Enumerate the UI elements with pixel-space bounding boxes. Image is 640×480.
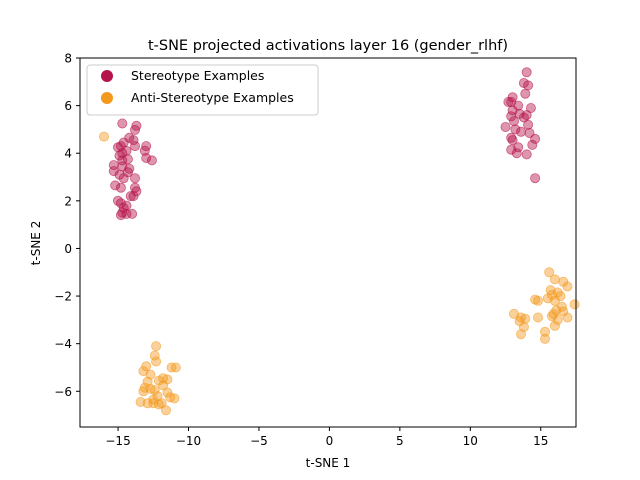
x-tick-label: 10: [463, 434, 478, 448]
data-point-stereotype: [108, 166, 119, 177]
data-point-anti-stereotype: [508, 308, 519, 319]
legend-label-stereotype: Stereotype Examples: [131, 68, 264, 83]
data-point-anti-stereotype: [516, 329, 527, 340]
data-point-anti-stereotype: [552, 314, 563, 325]
data-point-anti-stereotype: [99, 131, 110, 142]
data-point-stereotype: [523, 119, 534, 130]
x-tick-label: 0: [326, 434, 334, 448]
data-point-anti-stereotype: [138, 386, 149, 397]
data-point-stereotype: [511, 148, 522, 159]
y-tick-label: −4: [54, 337, 72, 351]
data-point-stereotype: [128, 191, 139, 202]
data-point-anti-stereotype: [149, 350, 160, 361]
data-point-stereotype: [125, 191, 136, 202]
data-point-stereotype: [114, 150, 125, 161]
data-point-anti-stereotype: [562, 312, 573, 323]
y-axis-title: t-SNE 2: [29, 221, 43, 266]
y-tick-label: 4: [64, 147, 72, 161]
data-point-anti-stereotype: [151, 341, 162, 352]
data-point-stereotype: [129, 141, 140, 152]
data-point-anti-stereotype: [549, 295, 560, 306]
data-point-stereotype: [520, 88, 531, 99]
legend-marker-anti-stereotype: [101, 92, 113, 104]
data-point-stereotype: [141, 152, 152, 163]
x-tick-label: −5: [250, 434, 268, 448]
data-point-stereotype: [122, 154, 133, 165]
data-point-stereotype: [118, 173, 129, 184]
data-point-anti-stereotype: [158, 380, 169, 391]
data-point-anti-stereotype: [520, 313, 531, 324]
data-point-stereotype: [128, 135, 139, 146]
data-point-anti-stereotype: [540, 326, 551, 337]
data-point-stereotype: [146, 155, 157, 166]
legend: Stereotype Examples Anti-Stereotype Exam…: [86, 64, 319, 116]
x-axis-title: t-SNE 1: [306, 456, 351, 470]
legend-box: [86, 64, 319, 116]
y-axis: −6 −4 −2 0 2 4 6 8: [54, 52, 80, 399]
chart-title: t-SNE projected activations layer 16 (ge…: [148, 38, 508, 54]
x-axis: −15 −10 −5 0 5 10 15: [105, 427, 548, 448]
data-point-anti-stereotype: [544, 267, 555, 278]
y-tick-label: 6: [64, 99, 72, 113]
data-point-anti-stereotype: [569, 299, 580, 310]
data-point-stereotype: [110, 180, 121, 191]
data-point-stereotype: [506, 144, 517, 155]
data-point-stereotype: [508, 116, 519, 127]
data-point-anti-stereotype: [540, 333, 551, 344]
x-tick-label: 5: [396, 434, 404, 448]
data-point-stereotype: [503, 97, 514, 108]
data-point-stereotype: [500, 122, 511, 133]
data-point-anti-stereotype: [151, 356, 162, 367]
plot-frame: [79, 57, 577, 428]
y-tick-label: 8: [64, 52, 72, 66]
points-layer: [99, 67, 580, 416]
y-tick-label: 2: [64, 194, 72, 208]
data-point-stereotype: [530, 133, 541, 144]
data-point-stereotype: [521, 149, 532, 160]
data-point-stereotype: [530, 173, 541, 184]
data-point-anti-stereotype: [549, 320, 560, 331]
legend-label-anti-stereotype: Anti-Stereotype Examples: [131, 90, 294, 105]
data-point-anti-stereotype: [533, 295, 544, 306]
data-point-stereotype: [527, 139, 538, 150]
data-point-stereotype: [506, 111, 517, 122]
data-point-anti-stereotype: [153, 399, 164, 410]
data-point-anti-stereotype: [162, 387, 173, 398]
y-tick-label: 0: [64, 242, 72, 256]
x-tick-label: −15: [105, 434, 130, 448]
data-point-stereotype: [129, 124, 140, 135]
data-point-stereotype: [516, 126, 527, 137]
data-point-anti-stereotype: [141, 361, 152, 372]
data-point-stereotype: [129, 173, 140, 184]
data-point-anti-stereotype: [562, 281, 573, 292]
data-point-stereotype: [523, 80, 534, 91]
data-point-anti-stereotype: [160, 405, 171, 416]
y-tick-label: −6: [54, 385, 72, 399]
data-point-anti-stereotype: [149, 385, 160, 396]
y-tick-label: −2: [54, 290, 72, 304]
data-point-anti-stereotype: [142, 398, 153, 409]
data-point-anti-stereotype: [170, 362, 181, 373]
data-point-stereotype: [117, 118, 128, 129]
data-point-stereotype: [115, 198, 126, 209]
data-point-anti-stereotype: [549, 274, 560, 285]
data-point-anti-stereotype: [169, 393, 180, 404]
data-point-stereotype: [507, 135, 518, 146]
x-tick-label: −10: [176, 434, 201, 448]
data-point-anti-stereotype: [547, 311, 558, 322]
data-point-stereotype: [127, 208, 138, 219]
data-point-stereotype: [510, 124, 521, 135]
data-point-anti-stereotype: [533, 312, 544, 323]
data-point-stereotype: [521, 67, 532, 78]
x-tick-label: 15: [533, 434, 548, 448]
data-point-stereotype: [115, 182, 126, 193]
legend-marker-stereotype: [101, 70, 113, 82]
data-point-stereotype: [115, 210, 126, 221]
